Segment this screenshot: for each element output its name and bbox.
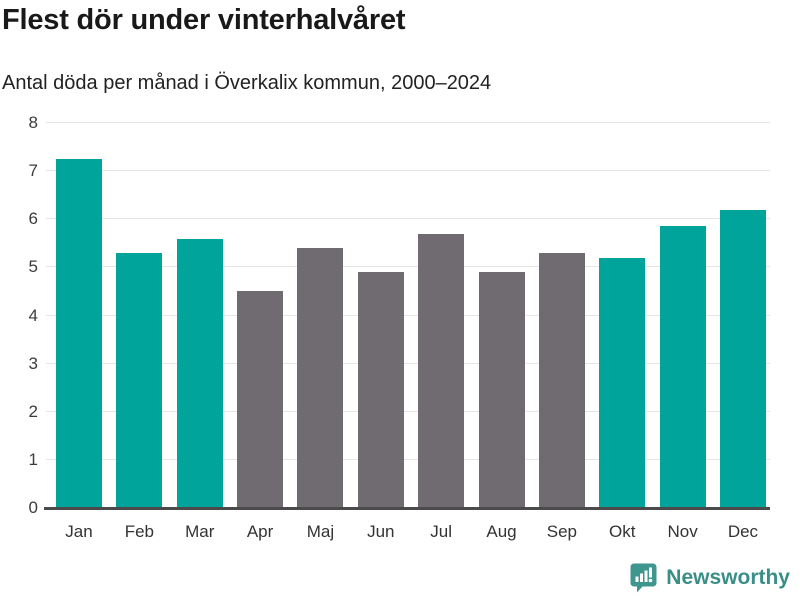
gridline-6: [46, 218, 770, 220]
brand-name: Newsworthy: [666, 565, 790, 589]
speech-bubble-shape: [630, 563, 657, 593]
x-tick-label-sep: Sep: [546, 522, 577, 541]
bar-cell-jul: Jul: [418, 123, 465, 541]
bar-cell-mar: Mar: [176, 123, 223, 541]
gridline-1: [46, 458, 770, 460]
bar-sep: [538, 252, 585, 508]
y-tick-label-5: 5: [28, 257, 38, 277]
bar-jan: [56, 159, 102, 508]
y-tick-label-2: 2: [28, 401, 38, 421]
bar-cell-okt: Okt: [599, 123, 646, 541]
y-tick-label-6: 6: [28, 209, 38, 229]
bar-cell-jan: Jan: [56, 123, 102, 541]
bar-dec: [719, 209, 766, 508]
bar-cell-nov: Nov: [659, 123, 706, 541]
x-tick-label-nov: Nov: [667, 522, 698, 541]
y-tick-label-8: 8: [28, 113, 38, 132]
x-tick-label-apr: Apr: [246, 522, 274, 541]
x-tick-label-feb: Feb: [124, 522, 154, 541]
x-tick-label-mar: Mar: [185, 522, 215, 541]
chart-title: Flest dör under vinterhalvåret: [2, 4, 406, 36]
y-axis: 0 1 2 3 4 5 6 7 8: [0, 113, 38, 517]
bar-apr: [237, 291, 284, 508]
bars-container: Jan Feb Mar Apr Maj Jun Jul Aug Sep Okt Nov Dec: [56, 123, 766, 541]
gridline-2: [46, 410, 770, 412]
y-tick-label-1: 1: [28, 449, 38, 469]
bar-nov: [659, 226, 706, 508]
gridline-3: [46, 362, 770, 364]
bar-cell-sep: Sep: [538, 123, 585, 541]
bar-jul: [418, 233, 465, 508]
gridline-4: [46, 314, 770, 316]
x-axis-line: [44, 507, 770, 510]
bar-maj: [297, 248, 344, 508]
bar-cell-dec: Dec: [719, 123, 766, 541]
x-tick-label-aug: Aug: [486, 522, 517, 541]
chart-subtitle: Antal döda per månad i Överkalix kommun,…: [2, 72, 492, 94]
y-tick-label-4: 4: [28, 305, 38, 325]
brand-logo: Newsworthy: [629, 562, 790, 593]
y-tick-label-3: 3: [28, 353, 38, 373]
gridline-7: [46, 170, 770, 172]
gridline-5: [46, 266, 770, 268]
bar-aug: [478, 272, 525, 508]
bar-okt: [599, 257, 646, 508]
bar-cell-feb: Feb: [116, 123, 163, 541]
x-tick-label-jan: Jan: [65, 522, 93, 541]
plot-area: Jan Feb Mar Apr Maj Jun Jul Aug Sep Okt Nov Dec: [44, 122, 770, 541]
x-tick-label-jun: Jun: [367, 522, 395, 541]
bar-chart-speech-bubble-icon: [630, 563, 657, 593]
x-tick-label-dec: Dec: [727, 522, 759, 541]
bar-cell-maj: Maj: [297, 123, 344, 541]
x-tick-label-jul: Jul: [430, 522, 453, 541]
bar-cell-aug: Aug: [478, 123, 525, 541]
x-tick-label-maj: Maj: [306, 522, 335, 541]
bar-mar: [176, 238, 223, 508]
bar-cell-apr: Apr: [237, 123, 284, 541]
y-tick-label-0: 0: [28, 498, 38, 517]
bar-cell-jun: Jun: [357, 123, 404, 541]
bar-jun: [357, 272, 404, 508]
x-tick-label-okt: Okt: [609, 522, 636, 541]
bar-feb: [116, 252, 163, 508]
gridline-8: [46, 122, 770, 123]
y-tick-label-7: 7: [28, 161, 38, 181]
